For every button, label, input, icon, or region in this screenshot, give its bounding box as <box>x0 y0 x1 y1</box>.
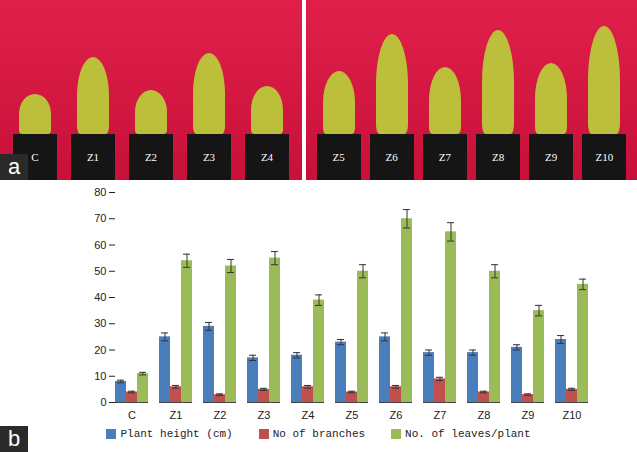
svg-text:Z6: Z6 <box>390 409 403 421</box>
html-text:Z8: Z8 <box>491 151 505 163</box>
html-text:Plant height (cm): Plant height (cm) <box>120 428 233 440</box>
html-text:Z9: Z9 <box>545 151 558 163</box>
svg-text:Z5: Z5 <box>346 409 359 421</box>
html-text:Z3: Z3 <box>202 151 216 163</box>
svg-text:0: 0 <box>100 396 106 408</box>
svg-text:Z7: Z7 <box>434 409 447 421</box>
svg-text:80: 80 <box>94 186 106 198</box>
svg-text:Z3: Z3 <box>258 409 271 421</box>
svg-text:C: C <box>128 409 136 421</box>
html-text:Z5: Z5 <box>332 151 345 163</box>
html-text:Z10: Z10 <box>595 151 614 163</box>
html-text:b: b <box>8 426 21 451</box>
svg-text:Z4: Z4 <box>302 409 315 421</box>
svg-text:70: 70 <box>94 212 106 224</box>
svg-text:Z9: Z9 <box>522 409 535 421</box>
svg-text:Z2: Z2 <box>214 409 227 421</box>
html-text:a: a <box>8 154 21 179</box>
svg-text:10: 10 <box>94 370 106 382</box>
svg-text:30: 30 <box>94 317 106 329</box>
html-text:Z2: Z2 <box>144 151 158 163</box>
html-text:Z1: Z1 <box>86 151 100 163</box>
html-text:Z6: Z6 <box>385 151 398 163</box>
html-text:Z7: Z7 <box>438 151 451 163</box>
html-text:C: C <box>31 151 39 163</box>
svg-text:60: 60 <box>94 239 106 251</box>
html-text:Z4: Z4 <box>260 151 274 163</box>
svg-text:50: 50 <box>94 265 106 277</box>
html-text:No. of leaves/plant: No. of leaves/plant <box>405 428 531 440</box>
svg-text:40: 40 <box>94 291 106 303</box>
svg-text:Z10: Z10 <box>563 409 582 421</box>
svg-text:20: 20 <box>94 344 106 356</box>
svg-text:Z8: Z8 <box>478 409 491 421</box>
html-text:No of branches: No of branches <box>272 428 366 440</box>
svg-text:Z1: Z1 <box>170 409 183 421</box>
